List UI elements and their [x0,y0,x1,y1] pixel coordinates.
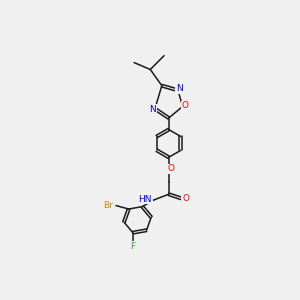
Text: Br: Br [103,201,113,210]
Text: O: O [182,101,189,110]
Text: HN: HN [138,195,152,204]
Text: F: F [130,242,135,251]
Text: O: O [167,164,174,173]
Text: O: O [182,194,189,203]
Text: N: N [149,105,156,114]
Text: N: N [176,84,182,93]
